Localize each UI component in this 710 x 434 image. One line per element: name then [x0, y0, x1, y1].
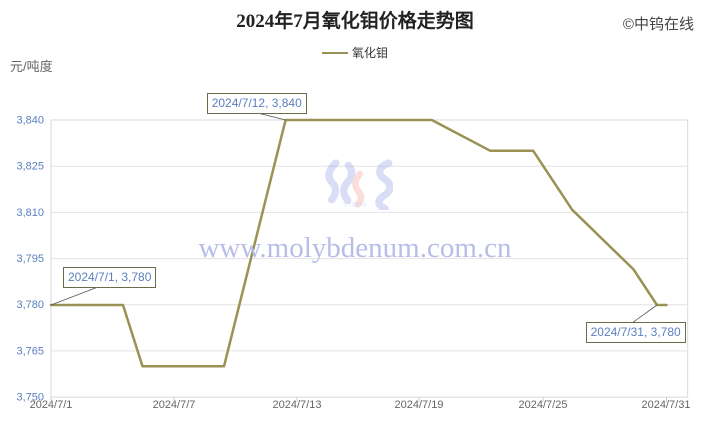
svg-text:3,795: 3,795 [16, 253, 44, 265]
svg-text:3,825: 3,825 [16, 161, 44, 173]
svg-text:3,810: 3,810 [16, 207, 44, 219]
svg-text:3,840: 3,840 [16, 115, 44, 127]
svg-text:3,780: 3,780 [16, 299, 44, 311]
svg-text:3,765: 3,765 [16, 345, 44, 357]
svg-text:CTOMS: CTOMS [344, 202, 367, 208]
